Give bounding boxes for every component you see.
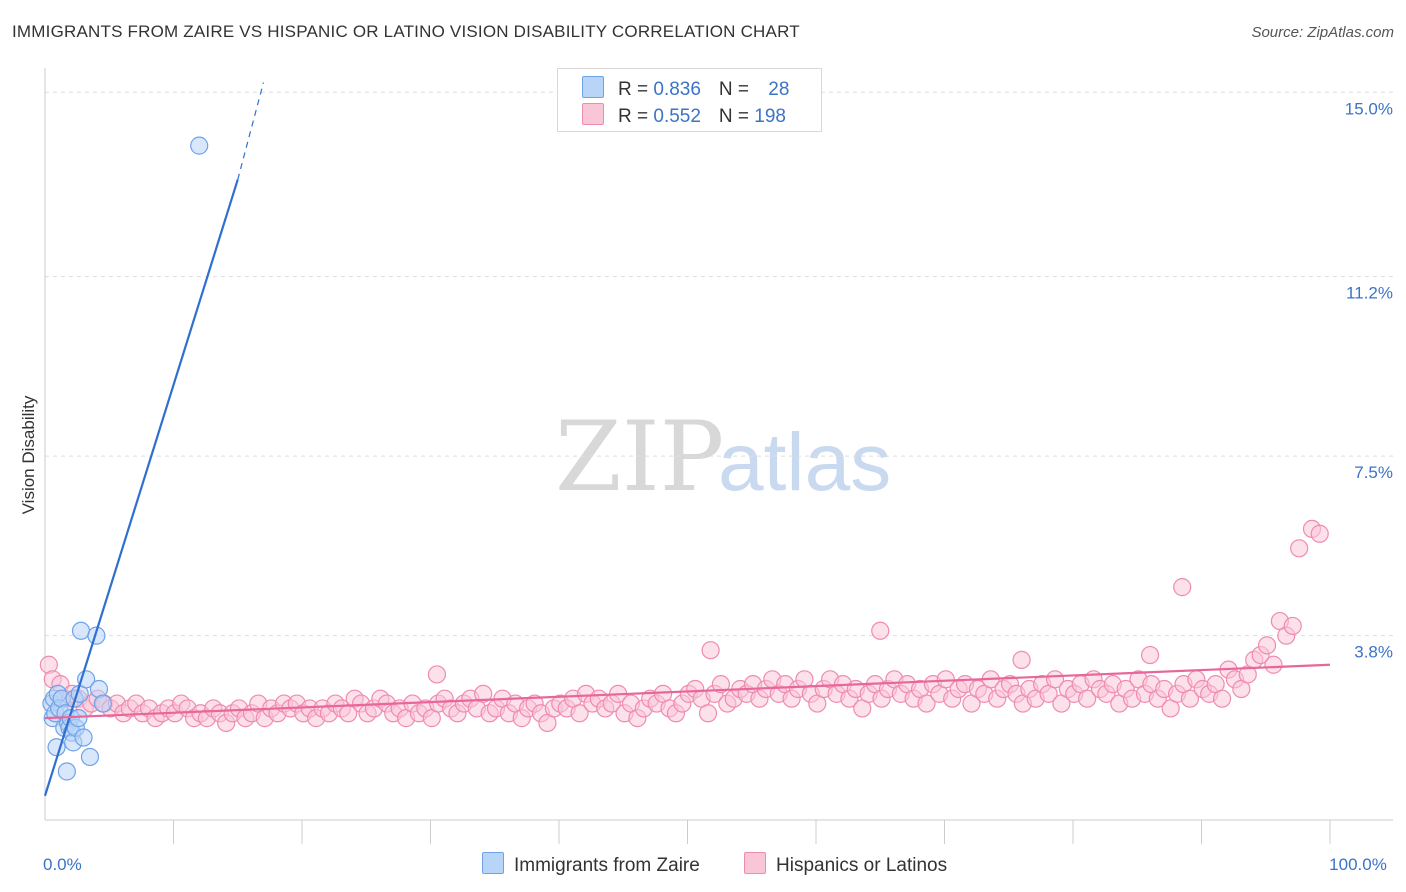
y-tick-labels: 3.8% 7.5% 11.2% 15.0%: [1345, 99, 1393, 661]
legend-label-zaire: Immigrants from Zaire: [514, 855, 700, 876]
legend-r-label: R =: [618, 106, 654, 127]
hispanic-point: [427, 665, 447, 684]
hispanic-point: [1140, 645, 1160, 665]
trend-lines: [43, 82, 1331, 797]
zaire-point: [190, 136, 209, 155]
y-tick-label: 11.2%: [1346, 284, 1393, 303]
legend-swatch-zaire: [582, 76, 604, 98]
hispanic-point: [474, 684, 493, 703]
legend-r-label: R =: [618, 79, 654, 100]
hispanic-point: [1212, 689, 1232, 708]
legend-n-value: 28: [768, 79, 790, 100]
chart-source: Source: ZipAtlas.com: [1251, 24, 1394, 41]
hispanic-point: [1012, 650, 1031, 669]
hispanic-point: [1257, 636, 1277, 655]
y-tick-label: 15.0%: [1345, 99, 1393, 118]
chart-title: IMMIGRANTS FROM ZAIRE VS HISPANIC OR LAT…: [12, 22, 800, 41]
y-axis-label: Vision Disability: [19, 395, 38, 514]
legend-swatch-zaire: [482, 852, 504, 874]
hispanic-point: [701, 641, 720, 660]
watermark-atlas: atlas: [718, 417, 891, 508]
legend-n-value: 198: [754, 106, 786, 127]
legend-r-value: 0.552: [653, 106, 701, 127]
hispanic-point: [1290, 539, 1309, 558]
legend-r-value: 0.836: [653, 79, 701, 100]
hispanic-trend-line: [44, 663, 1331, 720]
x-tick-labels: 0.0% 100.0%: [43, 855, 1387, 874]
x-tick-label: 0.0%: [43, 855, 82, 874]
legend-n-label: N =: [718, 79, 755, 100]
legend-item-hispanic[interactable]: Hispanics or Latinos: [744, 852, 947, 877]
zaire-trend-extension: [237, 82, 265, 180]
zaire-point: [71, 621, 91, 640]
x-ticks: [173, 820, 1331, 844]
y-tick-label: 7.5%: [1354, 463, 1393, 482]
legend-swatch-hispanic: [582, 103, 604, 125]
correlation-legend: R = 0.836 N = 28 R = 0.552 N = 198: [557, 68, 822, 132]
hispanic-point: [1310, 524, 1329, 543]
axes: [44, 68, 1393, 821]
legend-row-hispanic: R = 0.552 N = 198: [582, 103, 786, 127]
legend-row-zaire: R = 0.836 N = 28: [582, 76, 790, 100]
zaire-point: [57, 762, 76, 781]
series-hispanics-points: [39, 519, 1329, 733]
gridlines: [45, 91, 1393, 637]
hispanic-point: [871, 621, 890, 640]
hispanic-point: [1264, 655, 1283, 674]
y-tick-label: 3.8%: [1354, 643, 1393, 662]
legend-swatch-hispanic: [744, 852, 766, 874]
hispanic-point: [1283, 616, 1302, 636]
x-tick-label: 100.0%: [1329, 855, 1387, 874]
zaire-trend-line: [43, 179, 239, 797]
zaire-point: [69, 709, 88, 728]
zaire-point: [80, 747, 100, 767]
hispanic-point: [698, 704, 718, 723]
hispanic-point: [711, 675, 731, 694]
hispanic-point: [570, 704, 589, 723]
legend-n-label: N =: [718, 106, 755, 127]
legend-item-zaire[interactable]: Immigrants from Zaire: [482, 852, 700, 877]
watermark-zip: ZIP: [555, 401, 724, 513]
hispanic-point: [1180, 689, 1200, 708]
hispanic-point: [917, 694, 936, 713]
hispanic-point: [1078, 689, 1097, 708]
zaire-point: [87, 626, 106, 645]
hispanic-point: [1173, 578, 1192, 597]
zaire-point: [74, 728, 93, 747]
legend-label-hispanic: Hispanics or Latinos: [776, 855, 948, 876]
zaire-point: [93, 694, 112, 713]
